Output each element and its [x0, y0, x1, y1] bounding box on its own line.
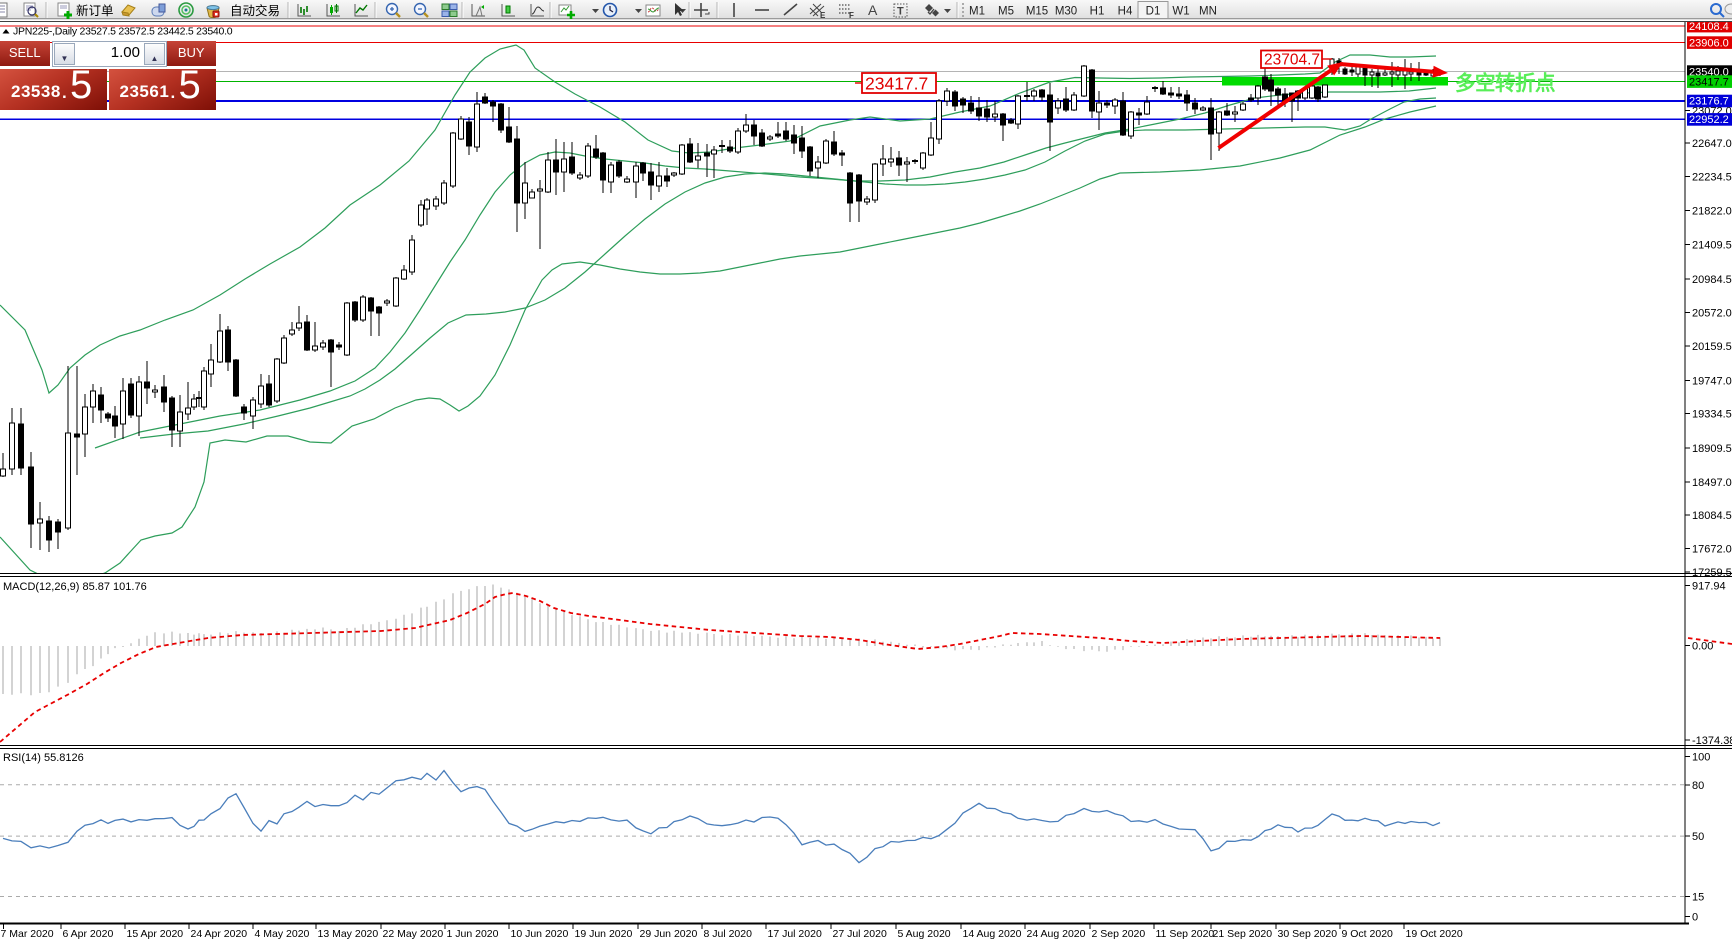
svg-text:1 Jun 2020: 1 Jun 2020 [447, 928, 499, 940]
svg-text:20984.5: 20984.5 [1692, 274, 1732, 286]
svg-text:20572.0: 20572.0 [1692, 308, 1732, 320]
svg-text:23906.0: 23906.0 [1689, 37, 1729, 49]
svg-text:17672.0: 17672.0 [1692, 544, 1732, 556]
svg-text:19747.0: 19747.0 [1692, 376, 1732, 388]
svg-text:6 Apr 2020: 6 Apr 2020 [63, 928, 114, 940]
svg-text:19 Jun 2020: 19 Jun 2020 [575, 928, 633, 940]
svg-text:20159.5: 20159.5 [1692, 341, 1732, 353]
svg-text:24108.4: 24108.4 [1689, 22, 1729, 33]
svg-text:M1: M1 [969, 6, 985, 18]
svg-text:MN: MN [1199, 6, 1217, 18]
svg-text:MACD(12,26,9) 85.87 101.76: MACD(12,26,9) 85.87 101.76 [3, 581, 147, 593]
svg-text:13 May 2020: 13 May 2020 [318, 928, 379, 940]
svg-text:23417.7: 23417.7 [1689, 76, 1729, 88]
svg-text:7 Mar 2020: 7 Mar 2020 [1, 928, 54, 940]
svg-text:30 Sep 2020: 30 Sep 2020 [1278, 928, 1338, 940]
svg-text:5 Aug 2020: 5 Aug 2020 [898, 928, 951, 940]
svg-text:D1: D1 [1146, 6, 1161, 18]
svg-text:H1: H1 [1090, 6, 1105, 18]
svg-text:23704.7: 23704.7 [1264, 52, 1320, 69]
svg-text:17 Jul 2020: 17 Jul 2020 [768, 928, 822, 940]
svg-text:H4: H4 [1118, 6, 1133, 18]
svg-text:19334.5: 19334.5 [1692, 409, 1732, 421]
svg-text:新订单: 新订单 [76, 3, 114, 18]
svg-text:15: 15 [1692, 892, 1704, 904]
svg-text:22952.2: 22952.2 [1689, 114, 1729, 126]
svg-text:18084.5: 18084.5 [1692, 510, 1732, 522]
svg-text:18909.5: 18909.5 [1692, 443, 1732, 455]
svg-text:23176.7: 23176.7 [1689, 96, 1729, 108]
svg-text:917.94: 917.94 [1692, 581, 1726, 593]
svg-text:RSI(14) 55.8126: RSI(14) 55.8126 [3, 752, 84, 764]
svg-text:JPN225-,Daily 23527.5 23572.5: JPN225-,Daily 23527.5 23572.5 23442.5 23… [13, 26, 233, 38]
svg-text:50: 50 [1692, 831, 1704, 843]
svg-text:80: 80 [1692, 780, 1704, 792]
svg-text:M15: M15 [1026, 6, 1048, 18]
svg-text:23417.7: 23417.7 [865, 74, 928, 94]
svg-text:24 Aug 2020: 24 Aug 2020 [1027, 928, 1086, 940]
svg-text:24 Apr 2020: 24 Apr 2020 [191, 928, 248, 940]
svg-text:4 May 2020: 4 May 2020 [255, 928, 310, 940]
svg-text:11 Sep 2020: 11 Sep 2020 [1156, 928, 1215, 940]
svg-text:E: E [820, 11, 826, 20]
svg-text:14 Aug 2020: 14 Aug 2020 [963, 928, 1022, 940]
svg-text:W1: W1 [1172, 6, 1189, 18]
svg-text:0.00: 0.00 [1692, 641, 1713, 653]
svg-text:29 Jun 2020: 29 Jun 2020 [640, 928, 698, 940]
svg-text:100: 100 [1692, 752, 1710, 764]
svg-text:19 Oct 2020: 19 Oct 2020 [1406, 928, 1463, 940]
svg-text:F: F [849, 11, 854, 20]
svg-text:21409.5: 21409.5 [1692, 240, 1732, 252]
svg-text:17259.5: 17259.5 [1692, 567, 1732, 579]
svg-text:M5: M5 [998, 6, 1014, 18]
svg-text:9 Oct 2020: 9 Oct 2020 [1342, 928, 1394, 940]
svg-text:22234.5: 22234.5 [1692, 172, 1732, 184]
svg-text:27 Jul 2020: 27 Jul 2020 [833, 928, 887, 940]
svg-text:-1374.38: -1374.38 [1692, 735, 1732, 747]
svg-text:T: T [897, 6, 904, 18]
svg-text:A: A [868, 2, 878, 18]
svg-text:22647.0: 22647.0 [1692, 138, 1732, 150]
svg-text:15 Apr 2020: 15 Apr 2020 [127, 928, 184, 940]
svg-text:21 Sep 2020: 21 Sep 2020 [1213, 928, 1273, 940]
svg-text:10 Jun 2020: 10 Jun 2020 [511, 928, 569, 940]
svg-text:22 May 2020: 22 May 2020 [383, 928, 444, 940]
svg-text:多空转折点: 多空转折点 [1455, 71, 1555, 95]
svg-text:8 Jul 2020: 8 Jul 2020 [704, 928, 753, 940]
svg-text:21822.0: 21822.0 [1692, 206, 1732, 218]
svg-text:自动交易: 自动交易 [230, 3, 280, 18]
svg-text:18497.0: 18497.0 [1692, 477, 1732, 489]
svg-text:0: 0 [1692, 912, 1698, 924]
svg-text:M30: M30 [1055, 6, 1077, 18]
svg-text:2 Sep 2020: 2 Sep 2020 [1092, 928, 1146, 940]
